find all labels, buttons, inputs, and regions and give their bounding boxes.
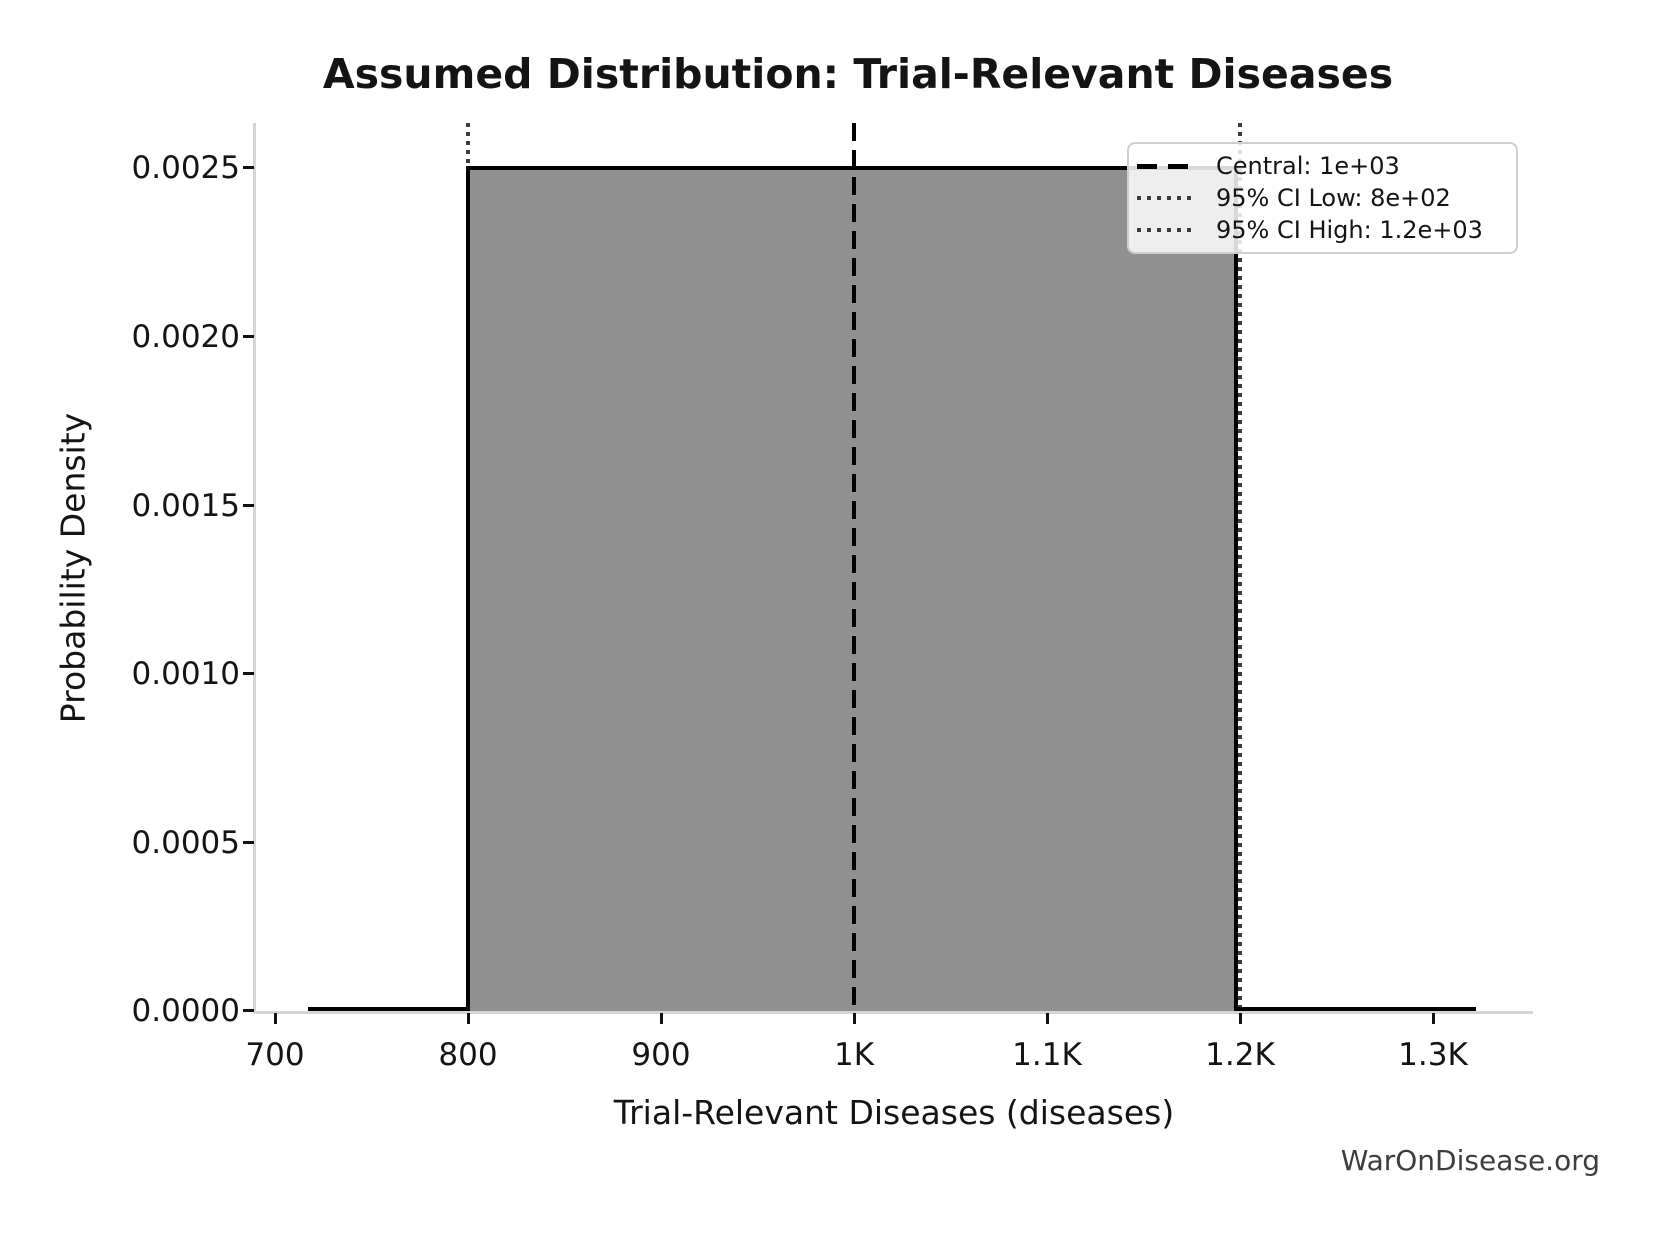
legend-label: 95% CI High: 1.2e+03: [1216, 216, 1483, 244]
y-tick-mark: [243, 504, 254, 507]
y-tick-label: 0.0010: [131, 656, 240, 692]
y-tick-label: 0.0005: [131, 825, 240, 861]
legend-item-ci-low: 95% CI Low: 8e+02: [1137, 184, 1506, 212]
x-axis-label: Trial-Relevant Diseases (diseases): [613, 1093, 1175, 1132]
legend-label: 95% CI Low: 8e+02: [1216, 184, 1451, 212]
x-axis-spine: [253, 1011, 1533, 1014]
y-tick-label: 0.0015: [131, 488, 240, 524]
central-dashed-line: [852, 123, 856, 1011]
pdf-baseline-right: [1238, 1007, 1476, 1011]
legend: Central: 1e+03 95% CI Low: 8e+02 95% CI …: [1127, 142, 1518, 254]
chart-title: Assumed Distribution: Trial-Relevant Dis…: [322, 50, 1394, 98]
ci-high-dotted-line: [1238, 123, 1242, 1013]
watermark: WarOnDisease.org: [1340, 1144, 1600, 1177]
dotted-line-icon: [1137, 228, 1194, 232]
x-tick-label: 1.2K: [1205, 1037, 1275, 1073]
x-tick-mark: [467, 1013, 470, 1024]
x-tick-mark: [853, 1013, 856, 1024]
y-tick-mark: [243, 672, 254, 675]
dotted-line-icon: [1137, 196, 1194, 200]
y-tick-mark: [243, 335, 254, 338]
y-tick-label: 0.0020: [131, 319, 240, 355]
x-tick-label: 700: [245, 1037, 305, 1073]
x-tick-mark: [274, 1013, 277, 1024]
x-tick-mark: [1046, 1013, 1049, 1024]
legend-item-central: Central: 1e+03: [1137, 152, 1506, 180]
legend-label: Central: 1e+03: [1216, 152, 1400, 180]
y-tick-mark: [243, 166, 254, 169]
x-tick-mark: [660, 1013, 663, 1024]
legend-item-ci-high: 95% CI High: 1.2e+03: [1137, 216, 1506, 244]
pdf-baseline-left: [308, 1007, 468, 1011]
x-tick-label: 1K: [833, 1037, 875, 1073]
x-tick-label: 800: [438, 1037, 498, 1073]
y-tick-mark: [243, 1009, 254, 1012]
x-tick-label: 1.3K: [1398, 1037, 1468, 1073]
x-tick-label: 900: [631, 1037, 691, 1073]
dashed-line-icon: [1137, 163, 1194, 169]
x-tick-mark: [1432, 1013, 1435, 1024]
y-tick-mark: [243, 841, 254, 844]
y-tick-label: 0.0025: [131, 150, 240, 186]
x-tick-mark: [1239, 1013, 1242, 1024]
x-tick-label: 1.1K: [1012, 1037, 1082, 1073]
y-tick-label: 0.0000: [131, 993, 240, 1029]
y-axis-spine: [253, 123, 256, 1014]
